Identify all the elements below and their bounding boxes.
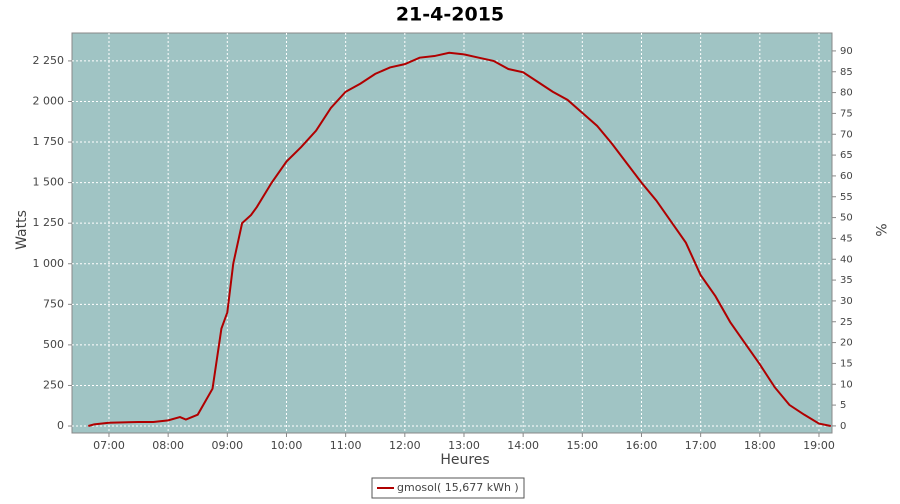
legend-label: gmosol( 15,677 kWh ) bbox=[397, 481, 519, 494]
x-tick-label: 17:00 bbox=[685, 439, 717, 452]
y-tick-label: 750 bbox=[43, 297, 64, 310]
y2-tick-label: 75 bbox=[840, 108, 853, 119]
y2-tick-label: 15 bbox=[840, 358, 853, 369]
y2-tick-label: 80 bbox=[840, 88, 853, 99]
y2-tick-label: 40 bbox=[840, 254, 853, 265]
y2-tick-label: 85 bbox=[840, 67, 853, 78]
x-tick-label: 14:00 bbox=[507, 439, 539, 452]
y-tick-label: 0 bbox=[57, 419, 64, 432]
y2-axis-label: % bbox=[872, 223, 888, 236]
x-tick-label: 15:00 bbox=[566, 439, 598, 452]
y-tick-label: 1 000 bbox=[33, 257, 65, 270]
x-tick-label: 10:00 bbox=[271, 439, 303, 452]
y2-tick-label: 25 bbox=[840, 317, 853, 328]
x-tick-label: 09:00 bbox=[211, 439, 243, 452]
y-tick-label: 500 bbox=[43, 338, 64, 351]
y2-tick-label: 50 bbox=[840, 213, 853, 224]
y-tick-label: 2 000 bbox=[33, 94, 65, 107]
line bbox=[88, 51, 832, 428]
x-tick-label: 08:00 bbox=[152, 439, 184, 452]
chart-title: 21-4-2015 bbox=[396, 4, 504, 26]
x-axis-label: Heures bbox=[440, 452, 489, 468]
x-tick-label: 11:00 bbox=[330, 439, 362, 452]
plot-area bbox=[71, 32, 833, 434]
legend-box bbox=[371, 477, 525, 499]
y2-tick-label: 10 bbox=[840, 379, 853, 390]
y2-tick-label: 35 bbox=[840, 275, 853, 286]
legend-item: gmosol( 15,677 kWh ) bbox=[371, 477, 525, 499]
y2-tick-label: 45 bbox=[840, 233, 853, 244]
y2-tick-label: 70 bbox=[840, 129, 853, 140]
y2-tick-label: 5 bbox=[840, 400, 846, 411]
y2-tick-label: 65 bbox=[840, 150, 853, 161]
x-tick-label: 12:00 bbox=[389, 439, 421, 452]
y2-tick-label: 90 bbox=[840, 46, 853, 57]
y-tick-label: 1 750 bbox=[33, 135, 65, 148]
y-tick-label: 250 bbox=[43, 378, 64, 391]
x-tick-label: 07:00 bbox=[93, 439, 125, 452]
x-tick-label: 18:00 bbox=[744, 439, 776, 452]
x-tick-label: 19:00 bbox=[803, 439, 835, 452]
y-tick-label: 2 250 bbox=[33, 54, 65, 67]
y2-tick-label: 30 bbox=[840, 296, 853, 307]
x-tick-label: 16:00 bbox=[626, 439, 658, 452]
y-tick-label: 1 500 bbox=[33, 176, 65, 189]
y2-tick-label: 0 bbox=[840, 421, 846, 432]
y-axis-label: Watts bbox=[14, 210, 30, 250]
y-tick-label: 1 250 bbox=[33, 216, 65, 229]
y2-tick-label: 20 bbox=[840, 338, 853, 349]
y2-tick-label: 60 bbox=[840, 171, 853, 182]
x-tick-label: 13:00 bbox=[448, 439, 480, 452]
y2-tick-label: 55 bbox=[840, 192, 853, 203]
